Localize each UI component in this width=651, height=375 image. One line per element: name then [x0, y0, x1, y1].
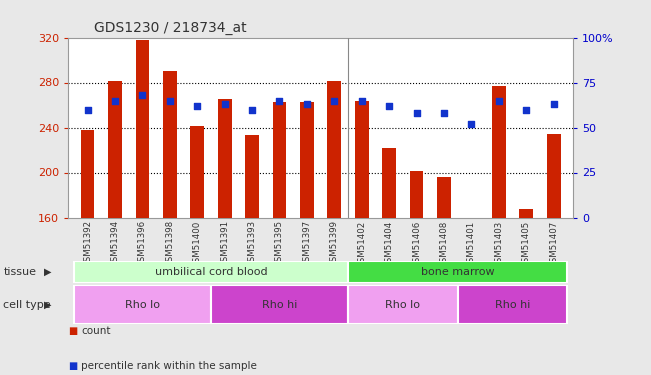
Bar [492, 86, 506, 218]
Point [466, 121, 477, 127]
Point [301, 101, 312, 107]
Text: ▶: ▶ [44, 267, 52, 277]
Bar [465, 217, 478, 221]
Text: GDS1230 / 218734_at: GDS1230 / 218734_at [94, 21, 246, 35]
Text: ▶: ▶ [44, 300, 52, 310]
Bar [382, 148, 396, 217]
Point [439, 110, 449, 116]
Bar [355, 100, 368, 218]
Text: bone marrow: bone marrow [421, 267, 495, 277]
Bar [74, 285, 211, 324]
Bar [300, 102, 314, 217]
Point [357, 98, 367, 104]
Point [493, 98, 504, 104]
Bar [273, 102, 286, 217]
Point [219, 101, 230, 107]
Text: Rho hi: Rho hi [495, 300, 531, 310]
Text: Rho lo: Rho lo [385, 300, 421, 310]
Bar [437, 177, 451, 218]
Point [82, 106, 92, 112]
Point [384, 103, 395, 109]
Bar [409, 171, 423, 217]
Point [110, 98, 120, 104]
Text: Rho hi: Rho hi [262, 300, 297, 310]
Bar [218, 99, 232, 218]
Point [247, 106, 257, 112]
Text: ■: ■ [68, 326, 77, 336]
Text: cell type: cell type [3, 300, 51, 310]
Text: umbilical cord blood: umbilical cord blood [155, 267, 268, 277]
Bar [211, 285, 348, 324]
Point [165, 98, 175, 104]
Bar [327, 81, 341, 218]
Bar [163, 71, 176, 217]
Bar [190, 126, 204, 218]
Bar [458, 285, 568, 324]
Point [192, 103, 202, 109]
Text: tissue: tissue [3, 267, 36, 277]
Text: Rho lo: Rho lo [125, 300, 160, 310]
Bar [348, 261, 568, 283]
Bar [74, 261, 348, 283]
Text: count: count [81, 326, 111, 336]
Bar [547, 134, 561, 218]
Point [521, 106, 531, 112]
Text: ■: ■ [68, 361, 77, 371]
Point [549, 101, 559, 107]
Point [329, 98, 340, 104]
Bar [519, 209, 533, 218]
Text: percentile rank within the sample: percentile rank within the sample [81, 361, 257, 371]
Bar [348, 285, 458, 324]
Point [137, 92, 148, 98]
Bar [108, 81, 122, 218]
Point [274, 98, 284, 104]
Bar [135, 40, 149, 218]
Bar [81, 130, 94, 218]
Bar [245, 135, 259, 218]
Point [411, 110, 422, 116]
